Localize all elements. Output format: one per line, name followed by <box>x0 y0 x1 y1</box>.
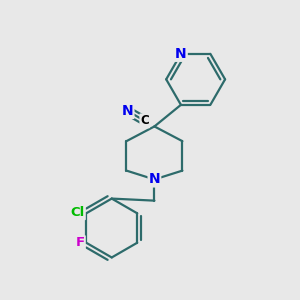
Text: F: F <box>76 236 85 249</box>
Text: C: C <box>140 114 149 127</box>
Text: N: N <box>148 172 160 186</box>
Text: N: N <box>175 47 187 61</box>
Text: N: N <box>122 104 134 118</box>
Text: Cl: Cl <box>70 206 85 219</box>
